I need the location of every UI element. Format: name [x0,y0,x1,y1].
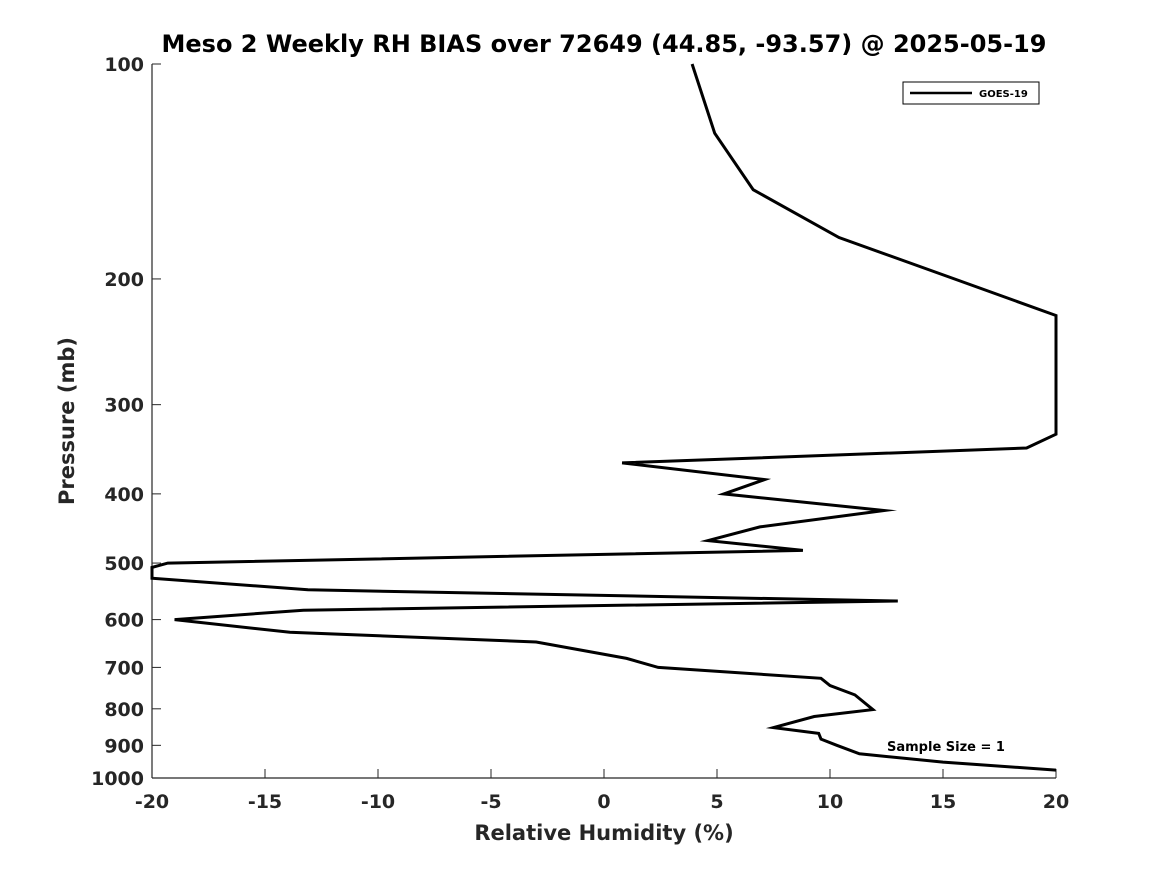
x-tick-label: 5 [710,791,723,813]
y-axis-label: Pressure (mb) [55,337,79,505]
series-layer [150,63,1058,772]
y-axis-ticks: 100 200 300 400 500 600 700 800 900 1000 [91,54,161,790]
y-tick-label: 800 [104,699,144,721]
chart-title: Meso 2 Weekly RH BIAS over 72649 (44.85,… [162,30,1047,58]
x-tick-label: 10 [817,791,843,813]
x-tick-label: -15 [248,791,282,813]
y-tick-label: 400 [104,484,144,506]
y-tick-label: 700 [104,657,144,679]
y-tick-label: 100 [104,54,144,76]
y-tick-label: 1000 [91,768,144,790]
y-tick-label: 500 [104,553,144,575]
x-tick-label: -20 [135,791,169,813]
y-tick-label: 900 [104,735,144,757]
y-tick-label: 200 [104,269,144,291]
sample-size-annotation: Sample Size = 1 [887,740,1005,755]
plot-area [152,64,1056,778]
x-tick-label: -10 [361,791,395,813]
x-tick-label: 0 [597,791,610,813]
series-line-goes-19 [150,63,1058,772]
x-tick-label: -5 [480,791,501,813]
x-axis-ticks: -20 -15 -10 -5 0 5 10 15 20 [135,769,1069,813]
legend: GOES-19 [902,81,1040,105]
y-tick-label: 600 [104,610,144,632]
y-tick-label: 300 [104,395,144,417]
x-tick-label: 20 [1043,791,1069,813]
x-axis-label: Relative Humidity (%) [474,821,733,845]
legend-entry: GOES-19 [979,89,1028,100]
x-tick-label: 15 [930,791,956,813]
